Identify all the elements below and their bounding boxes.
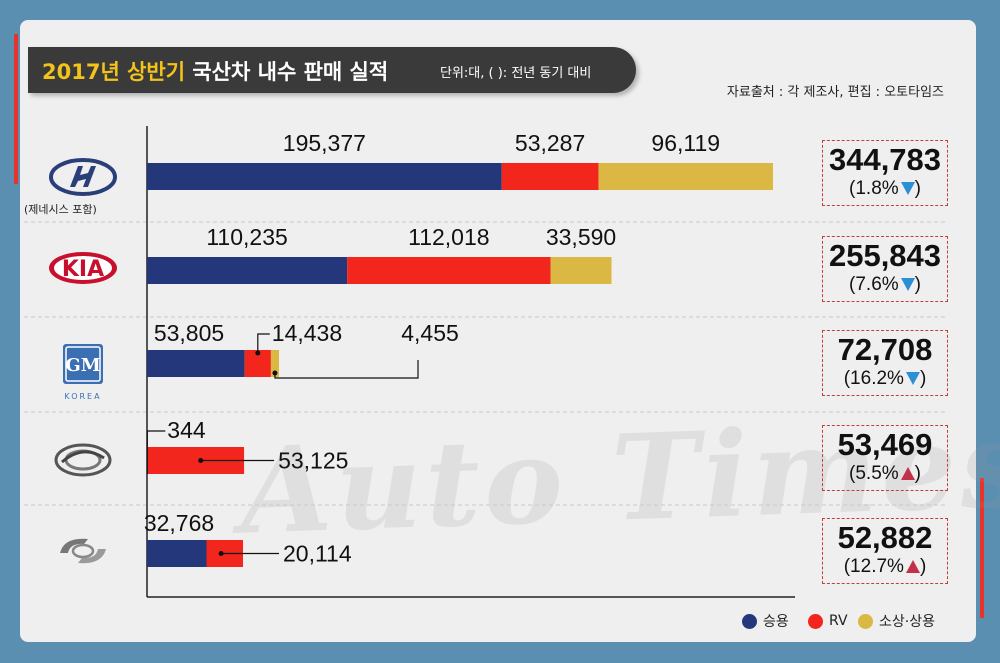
total-value: 52,882	[837, 520, 933, 555]
left-accent-stripe	[14, 34, 18, 184]
ssangyong-logo-icon	[54, 443, 112, 477]
legend-item: RV	[808, 611, 848, 631]
bar-segment	[147, 350, 245, 377]
total-box: 72,708 (16.2%)	[822, 330, 948, 396]
value-label: 4,455	[401, 320, 459, 346]
triangle-down-icon	[900, 278, 915, 292]
value-label: 33,590	[546, 224, 616, 250]
total-box: 52,882 (12.7%)	[822, 518, 948, 584]
value-label: 96,119	[651, 130, 720, 156]
leader-line	[257, 333, 270, 353]
value-label: 20,114	[283, 541, 352, 567]
value-label: 195,377	[283, 130, 366, 156]
change-close: )	[914, 274, 921, 295]
value-label: 112,018	[408, 224, 489, 250]
change-close: )	[914, 463, 921, 484]
gm-logo-sub: KOREA	[64, 392, 101, 401]
legend-item: 소상·상용	[858, 611, 935, 631]
kia-logo-icon: KIA	[49, 252, 117, 284]
bar-segment	[347, 257, 551, 284]
bar-segment	[147, 257, 348, 284]
source-note: 자료출처 : 각 제조사, 편집 : 오토타임즈	[726, 85, 944, 100]
title-highlight: 2017년 상반기	[42, 60, 186, 84]
change-value: (7.6%)	[823, 274, 947, 296]
chart-card	[20, 20, 976, 642]
triangle-up-icon	[900, 467, 915, 481]
title-bar: 2017년 상반기 국산차 내수 판매 실적 단위:대, ( ): 전년 동기 …	[28, 47, 636, 93]
hyundai-logo-icon	[49, 158, 117, 196]
change-text: (7.6%	[849, 274, 899, 295]
legend-item: 승용	[742, 611, 789, 631]
chart-title: 2017년 상반기 국산차 내수 판매 실적	[42, 56, 388, 86]
value-label: 53,805	[154, 320, 224, 346]
change-value: (12.7%)	[823, 556, 947, 578]
leader-line	[146, 430, 166, 474]
total-value: 255,843	[828, 238, 942, 273]
value-label: 32,768	[144, 510, 214, 536]
change-value: (16.2%)	[823, 368, 947, 390]
bar-segment	[147, 540, 207, 567]
legend-label: 승용	[763, 614, 789, 630]
gm-logo-text: GM	[65, 355, 100, 376]
triangle-down-icon	[900, 182, 915, 196]
value-label: 110,235	[206, 224, 287, 250]
value-label: 14,438	[272, 320, 342, 346]
change-value: (5.5%)	[823, 463, 947, 485]
change-value: (1.8%)	[823, 178, 947, 200]
legend-label: 소상·상용	[879, 614, 935, 630]
change-text: (12.7%	[843, 556, 904, 577]
value-label: 53,125	[278, 448, 348, 474]
change-close: )	[919, 556, 927, 577]
total-box: 53,469 (5.5%)	[822, 425, 948, 491]
total-value: 72,708	[837, 332, 933, 367]
legend-swatch	[742, 613, 757, 629]
triangle-up-icon	[905, 560, 920, 574]
legend-label: RV	[829, 613, 848, 629]
bar-segment	[147, 163, 502, 190]
bar-segment	[270, 350, 279, 377]
value-label: 344	[167, 417, 206, 443]
change-text: (5.5%	[849, 463, 899, 484]
value-label: 53,287	[515, 130, 585, 156]
legend-swatch	[858, 613, 873, 629]
total-value: 344,783	[828, 142, 942, 177]
bar-segment	[550, 257, 612, 284]
change-text: (1.8%	[849, 178, 899, 199]
kia-logo-text: KIA	[62, 257, 104, 282]
bar-segment	[598, 163, 773, 190]
total-value: 53,469	[837, 427, 933, 462]
leader-line	[274, 360, 419, 379]
right-accent-stripe	[980, 478, 984, 618]
title-rest: 국산차 내수 판매 실적	[185, 60, 389, 84]
change-text: (16.2%	[843, 368, 904, 389]
bar-segment	[501, 163, 599, 190]
unit-note: 단위:대, ( ): 전년 동기 대비	[440, 66, 592, 81]
total-box: 344,783 (1.8%)	[822, 140, 948, 206]
triangle-down-icon	[905, 372, 920, 386]
legend-swatch	[808, 613, 823, 629]
genesis-note: (제네시스 포함)	[24, 203, 97, 216]
change-close: )	[919, 368, 927, 389]
gm-korea-logo-icon: GM KOREA	[63, 344, 103, 401]
change-close: )	[914, 178, 921, 199]
total-box: 255,843 (7.6%)	[822, 236, 948, 302]
renault-samsung-logo-icon	[60, 538, 106, 564]
